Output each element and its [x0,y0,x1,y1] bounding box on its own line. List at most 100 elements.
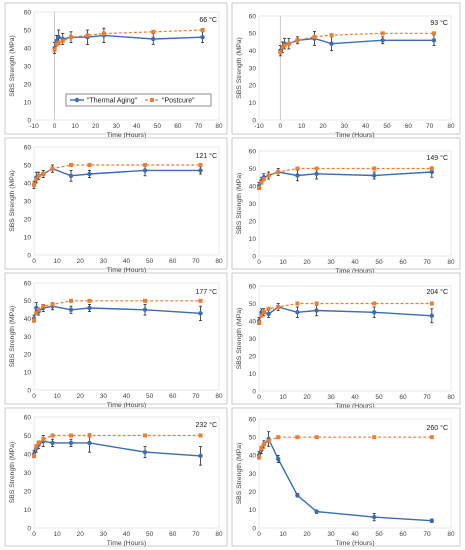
postcure-point [69,35,73,40]
plot-area [258,418,452,529]
x-tick-label: 80 [215,258,223,265]
y-tick-label: 50 [249,434,257,441]
postcure-point [257,320,261,325]
panel-frame [231,137,461,270]
temperature-label: 121 °C [196,152,217,160]
plot-area [258,15,452,121]
x-tick-label: 60 [169,531,177,538]
postcure-point [372,435,377,440]
x-tick-label: 50 [154,123,162,130]
thermal-aging-point [56,35,61,40]
x-axis-title: Time (Hours) [335,132,374,139]
x-tick-label: 0 [257,531,261,538]
x-tick-label: 20 [303,259,311,266]
x-tick-label: 20 [319,123,327,130]
postcure-point [257,185,261,190]
y-tick-label: 0 [27,525,31,532]
x-tick-label: 70 [426,123,434,130]
y-tick-label: 30 [249,65,257,72]
thermal-aging-point [431,38,437,43]
thermal-aging-point [266,311,271,317]
x-tick-label: 0 [279,123,283,130]
x-tick-label: 50 [375,394,383,401]
x-tick-label: 10 [279,531,287,538]
y-tick-label: 10 [249,371,257,378]
x-tick-label: 0 [257,394,261,401]
x-tick-label: 10 [279,394,287,401]
postcure-point [259,180,264,185]
x-tick-label: 80 [447,123,455,130]
y-tick-label: 30 [249,201,257,208]
x-tick-label: 30 [100,531,108,538]
thermal-aging-point [200,35,205,40]
thermal-aging-point [87,440,92,446]
x-tick-label: 30 [100,258,108,265]
x-axis-title: Time (Hours) [107,267,146,274]
y-tick-label: 30 [249,471,257,478]
y-tick-label: 60 [24,9,32,16]
temperature-label: 149 °C [427,154,448,162]
postcure-point [295,301,300,306]
x-tick-label: 70 [192,258,200,265]
postcure-point [261,310,266,315]
panel-frame [231,2,461,135]
thermal-aging-point [314,171,319,176]
postcure-point [261,177,266,181]
postcure-point [431,31,436,36]
postcure-point [200,28,205,32]
y-axis-title: SBS Strength (MPa) [9,170,16,232]
plot-area [33,416,220,529]
x-tick-label: 60 [405,123,413,130]
y-tick-label: 10 [24,507,32,514]
x-tick-label: 10 [54,393,62,400]
x-tick-label: 30 [327,531,335,538]
postcure-point [372,166,377,171]
postcure-point [143,298,147,303]
x-tick-label: 30 [327,259,335,266]
panel-frame [4,2,228,135]
panel-frame [4,137,228,270]
temperature-label: 66 °C [199,16,217,24]
y-tick-label: 0 [252,525,256,532]
y-tick-label: 20 [249,83,257,90]
postcure-point [280,45,285,50]
x-tick-label: 30 [327,394,335,401]
y-tick-label: 40 [24,180,32,187]
x-tick-label: 80 [215,393,223,400]
thermal-aging-point [314,509,319,514]
postcure-point [266,438,271,443]
x-tick-label: 20 [77,393,85,400]
plot-area [258,150,452,257]
thermal-aging-point [295,173,300,178]
y-tick-label: 60 [249,416,257,423]
x-tick-label: 80 [447,259,455,266]
x-tick-label: 70 [195,123,203,130]
y-tick-label: 60 [24,144,32,151]
y-tick-label: 10 [24,99,32,106]
y-tick-label: 50 [249,31,257,38]
postcure-point [295,166,300,171]
postcure-point [278,50,283,55]
x-tick-label: 40 [123,393,131,400]
postcure-point [54,42,59,47]
y-tick-label: 0 [27,387,31,394]
x-axis-title: Time (Hours) [107,132,146,139]
y-tick-label: 50 [24,298,32,305]
x-tick-label: 10 [54,258,62,265]
postcure-point [101,31,106,36]
x-tick-label: 70 [423,394,431,401]
y-tick-label: 50 [249,301,257,308]
x-tick-label: 60 [169,393,177,400]
postcure-point [36,307,41,312]
y-tick-label: 40 [24,451,32,458]
postcure-point [259,313,264,318]
postcure-point [32,182,36,187]
x-axis-title: Time (Hours) [335,403,374,410]
thermal-aging-point [372,514,377,520]
x-tick-label: 0 [32,531,36,538]
thermal-aging-point [198,168,203,173]
postcure-point [257,455,261,460]
thermal-aging-point [429,518,434,523]
y-tick-label: 40 [249,453,257,460]
